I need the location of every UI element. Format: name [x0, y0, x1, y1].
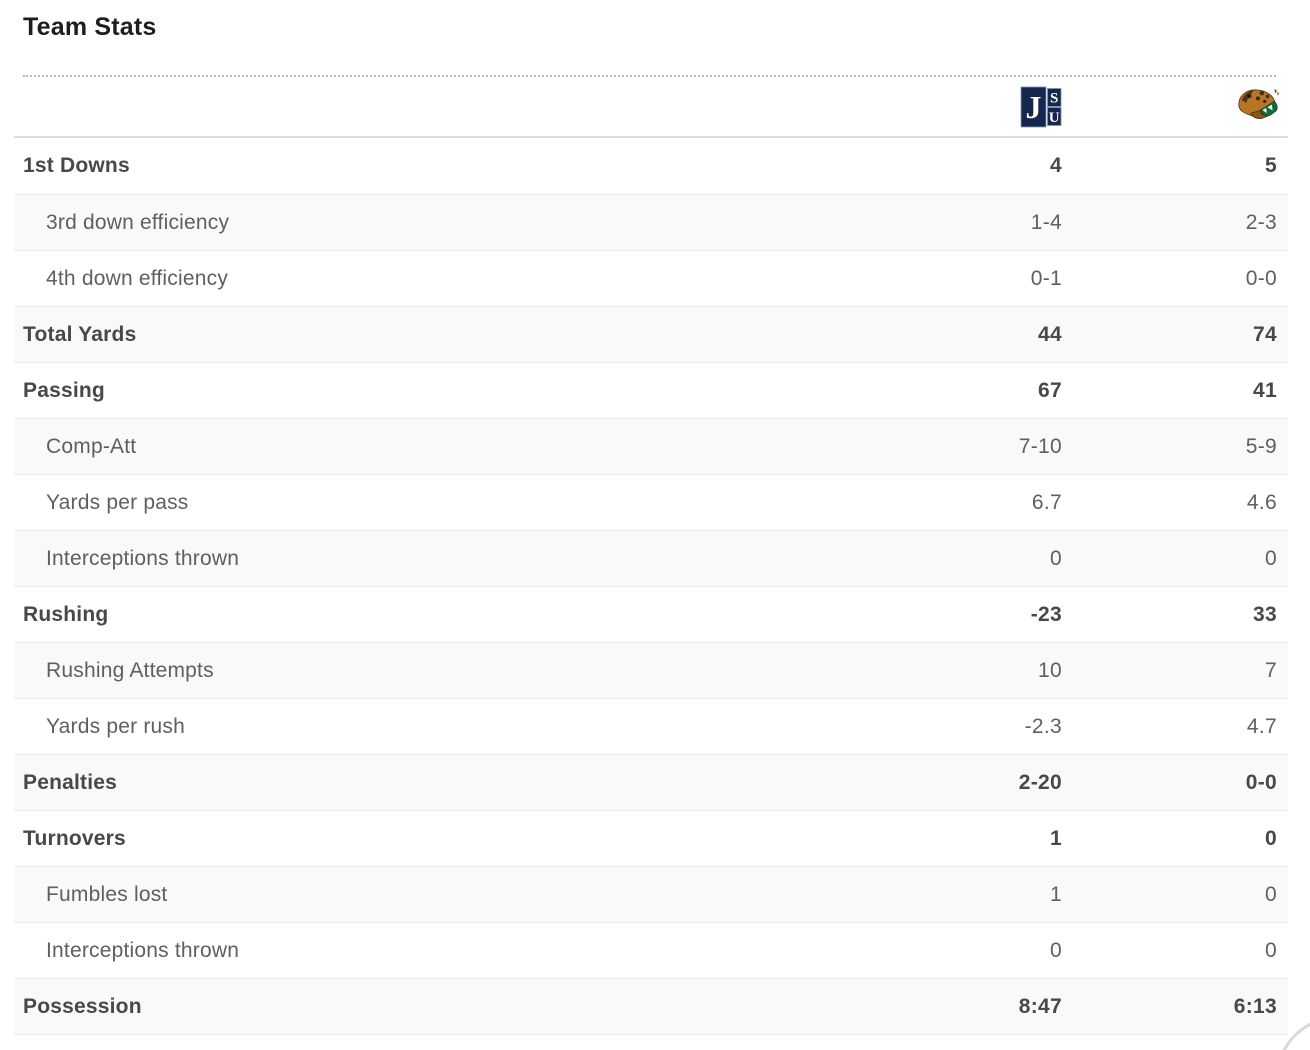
title-separator [23, 75, 1276, 77]
stat-label: 4th down efficiency [46, 266, 229, 290]
stat-value-famu: 4.6 [1246, 490, 1277, 514]
stat-row-penalties: Penalties 2-20 0-0 [14, 754, 1288, 810]
stat-value-famu: 0-0 [1245, 770, 1277, 794]
stat-label: Rushing Attempts [46, 658, 214, 682]
svg-text:J: J [1026, 89, 1042, 125]
stat-row-interceptions-thrown: Interceptions thrown 0 0 [14, 530, 1288, 586]
stat-label: Interceptions thrown [46, 938, 240, 962]
stat-value-jsu: 7-10 [1018, 434, 1062, 458]
stat-row-comp-att: Comp-Att 7-10 5-9 [14, 418, 1288, 474]
stat-label: Penalties [23, 770, 118, 794]
stat-value-famu: 0 [1265, 882, 1277, 906]
table-header-row: J S U [14, 77, 1288, 138]
header-home-column [1073, 86, 1288, 128]
stat-value-famu: 7 [1265, 658, 1277, 682]
jsu-team-logo-icon[interactable]: J S U [1020, 86, 1062, 128]
stats-table: 1st Downs 4 5 3rd down efficiency 1-4 2-… [14, 138, 1288, 1035]
stat-value-famu: 74 [1253, 322, 1277, 346]
famu-rattler-logo-icon[interactable] [1236, 86, 1280, 128]
stat-value-jsu: 2-20 [1018, 770, 1062, 794]
stat-row-1st-downs: 1st Downs 4 5 [14, 138, 1288, 194]
stat-label: Possession [23, 994, 142, 1018]
stat-label: Fumbles lost [46, 882, 168, 906]
stat-row-turnovers: Turnovers 1 0 [14, 810, 1288, 866]
stat-row-fumbles-lost: Fumbles lost 1 0 [14, 866, 1288, 922]
stat-value-jsu: 4 [1050, 154, 1062, 177]
stat-row-yards-per-pass: Yards per pass 6.7 4.6 [14, 474, 1288, 530]
stat-value-jsu: 8:47 [1018, 994, 1062, 1018]
stat-value-famu: 6:13 [1233, 994, 1277, 1018]
stat-label: Rushing [23, 602, 109, 626]
stat-label: Turnovers [23, 826, 126, 850]
stat-value-jsu: 44 [1038, 322, 1062, 346]
stat-value-famu: 0-0 [1245, 266, 1277, 290]
stat-value-famu: 4.7 [1246, 714, 1277, 738]
stat-value-famu: 33 [1253, 602, 1277, 626]
stat-label: 3rd down efficiency [46, 210, 230, 234]
stat-label: Passing [23, 378, 105, 402]
stat-row-rushing: Rushing -23 33 [14, 586, 1288, 642]
stat-value-jsu: 67 [1038, 378, 1062, 402]
stat-value-jsu: 0-1 [1030, 266, 1062, 290]
stat-value-famu: 5 [1265, 154, 1277, 177]
stat-label: 1st Downs [23, 154, 130, 177]
stat-value-jsu: 0 [1050, 546, 1062, 570]
stat-value-jsu: 1 [1050, 882, 1062, 906]
stat-value-famu: 41 [1253, 378, 1277, 402]
stat-value-famu: 0 [1265, 938, 1277, 962]
svg-text:U: U [1049, 110, 1060, 126]
stat-label: Yards per pass [46, 490, 189, 514]
stat-row-possession: Possession 8:47 6:13 [14, 978, 1288, 1034]
stat-label: Total Yards [23, 322, 137, 346]
stat-value-famu: 5-9 [1245, 434, 1277, 458]
stat-value-jsu: 1-4 [1030, 210, 1062, 234]
stat-value-famu: 0 [1265, 826, 1277, 850]
stat-row-yards-per-rush: Yards per rush -2.3 4.7 [14, 698, 1288, 754]
stat-value-famu: 2-3 [1245, 210, 1277, 234]
page-title: Team Stats [23, 13, 157, 41]
stat-value-jsu: -2.3 [1024, 714, 1062, 738]
stat-row-rushing-attempts: Rushing Attempts 10 7 [14, 642, 1288, 698]
stat-value-famu: 0 [1265, 546, 1277, 570]
header-away-column: J S U [973, 86, 1073, 128]
stat-label: Interceptions thrown [46, 546, 240, 570]
stat-label: Yards per rush [46, 714, 185, 738]
stat-row-passing: Passing 67 41 [14, 362, 1288, 418]
svg-text:S: S [1050, 90, 1058, 106]
stat-value-jsu: 1 [1050, 826, 1062, 850]
stat-value-jsu: 10 [1038, 658, 1062, 682]
stat-row-total-yards: Total Yards 44 74 [14, 306, 1288, 362]
stat-value-jsu: 0 [1050, 938, 1062, 962]
stat-value-jsu: -23 [1030, 602, 1062, 626]
team-stats-panel: Team Stats J S U [14, 0, 1288, 1035]
stat-value-jsu: 6.7 [1031, 490, 1062, 514]
stat-row-4th-down-efficiency: 4th down efficiency 0-1 0-0 [14, 250, 1288, 306]
stat-row-interceptions-thrown-2: Interceptions thrown 0 0 [14, 922, 1288, 978]
stat-label: Comp-Att [46, 434, 137, 458]
stat-row-3rd-down-efficiency: 3rd down efficiency 1-4 2-3 [14, 194, 1288, 250]
